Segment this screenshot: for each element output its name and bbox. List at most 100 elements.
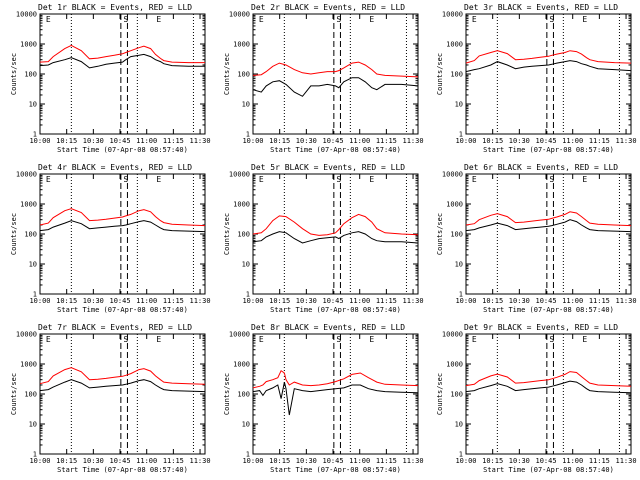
x-tick-label: 10:30 [83,457,104,465]
x-tick-label: 11:15 [163,457,184,465]
plot-frame [39,333,206,455]
flag-marker: S [123,335,128,344]
events-series-line [39,379,206,393]
flag-marker: E [156,335,161,344]
lld-series-line [252,61,419,78]
detector-panel-2: Det 2r BLACK = Events, RED = LLD 1 10 100 10… [223,3,424,154]
x-tick-label: 10:00 [242,137,263,145]
x-tick-label: 10:15 [56,297,77,305]
flag-marker: E [582,335,587,344]
x-tick-label: 10:15 [56,457,77,465]
flag-marker: E [472,335,477,344]
detector-panel-4: Det 4r BLACK = Events, RED = LLD 1 10 100 10… [10,163,211,314]
x-tick-label: 10:30 [509,457,530,465]
plot-frame [465,13,632,135]
x-tick-label: 11:30 [616,457,637,465]
detector-panel-5: Det 5r BLACK = Events, RED = LLD 1 10 100 10… [223,163,424,314]
x-tick-label: 10:15 [482,297,503,305]
x-tick-label: 11:00 [136,457,157,465]
y-axis-label: Counts/sec [223,373,231,415]
lld-series-line [465,50,632,64]
x-tick-label: 11:15 [163,137,184,145]
x-tick-label: 11:30 [403,297,424,305]
x-axis-label: Start Time (07-Apr-08 08:57:40) [57,306,188,314]
events-series-line [252,231,419,244]
flag-marker: S [549,335,554,344]
y-tick-label: 1000 [20,41,37,49]
events-series-line [39,53,205,69]
y-tick-label: 1000 [446,41,463,49]
x-tick-label: 10:45 [535,297,556,305]
flag-marker: E [472,15,477,24]
x-tick-label: 11:30 [616,297,637,305]
y-tick-label: 10000 [229,171,250,179]
y-axis-label: Counts/sec [10,213,18,255]
detector-panel-8: Det 8r BLACK = Events, RED = LLD 1 10 100 10… [223,323,424,474]
x-tick-label: 11:00 [349,137,370,145]
x-axis-label: Start Time (07-Apr-08 08:57:40) [270,146,401,154]
lld-series-line [39,208,206,227]
flag-marker: E [369,335,374,344]
flag-marker: E [259,175,264,184]
detector-panel-1: Det 1r BLACK = Events, RED = LLD 1 10 100 10… [10,3,211,154]
x-tick-label: 10:00 [455,297,476,305]
y-axis-label: Counts/sec [436,53,444,95]
x-axis-label: Start Time (07-Apr-08 08:57:40) [57,466,188,474]
x-tick-label: 11:15 [589,297,610,305]
y-tick-label: 100 [237,71,250,79]
x-tick-label: 11:15 [376,457,397,465]
x-axis-label: Start Time (07-Apr-08 08:57:40) [483,146,614,154]
detector-panel-7: Det 7r BLACK = Events, RED = LLD 1 10 100 10… [10,323,211,474]
x-tick-label: 11:30 [190,457,211,465]
events-series-line [465,219,632,233]
events-series-line [39,220,206,233]
plot-frame [465,333,632,455]
x-tick-label: 10:15 [56,137,77,145]
x-tick-label: 10:15 [482,137,503,145]
flag-marker: E [156,175,161,184]
x-tick-label: 10:00 [242,297,263,305]
x-tick-label: 10:15 [269,137,290,145]
flag-marker: E [472,175,477,184]
y-tick-label: 1000 [446,201,463,209]
panel-title: Det 6r BLACK = Events, RED = LLD [464,163,618,172]
x-tick-label: 10:45 [322,457,343,465]
y-tick-label: 10 [29,261,37,269]
y-axis-label: Counts/sec [223,213,231,255]
x-tick-label: 11:15 [376,297,397,305]
x-tick-label: 11:30 [190,137,211,145]
plot-frame [252,333,419,455]
lld-series-line [465,211,632,227]
y-tick-label: 1000 [446,361,463,369]
flag-marker: S [123,175,128,184]
events-series-line [252,381,419,416]
y-tick-label: 1 [459,131,463,139]
panel-title: Det 7r BLACK = Events, RED = LLD [38,323,192,332]
y-tick-label: 1 [246,291,250,299]
panel-title: Det 1r BLACK = Events, RED = LLD [38,3,192,12]
x-tick-label: 10:30 [83,297,104,305]
y-axis-label: Counts/sec [10,373,18,415]
x-tick-label: 10:15 [482,457,503,465]
lld-series-line [252,213,419,236]
panel-title: Det 5r BLACK = Events, RED = LLD [251,163,405,172]
y-axis-label: Counts/sec [223,53,231,95]
events-series-line [465,60,632,73]
flag-marker: S [336,335,341,344]
y-tick-label: 10 [455,261,463,269]
y-axis-label: Counts/sec [436,213,444,255]
x-tick-label: 11:30 [616,137,637,145]
x-axis-label: Start Time (07-Apr-08 08:57:40) [270,306,401,314]
flag-marker: E [46,175,51,184]
x-tick-label: 10:15 [269,297,290,305]
x-tick-label: 10:15 [269,457,290,465]
x-tick-label: 10:30 [296,457,317,465]
x-tick-label: 10:45 [322,137,343,145]
x-tick-label: 11:00 [562,297,583,305]
panel-title: Det 9r BLACK = Events, RED = LLD [464,323,618,332]
x-tick-label: 10:45 [109,137,130,145]
x-tick-label: 11:30 [403,457,424,465]
x-axis-label: Start Time (07-Apr-08 08:57:40) [483,306,614,314]
lld-series-line [465,371,632,387]
x-axis-label: Start Time (07-Apr-08 08:57:40) [483,466,614,474]
